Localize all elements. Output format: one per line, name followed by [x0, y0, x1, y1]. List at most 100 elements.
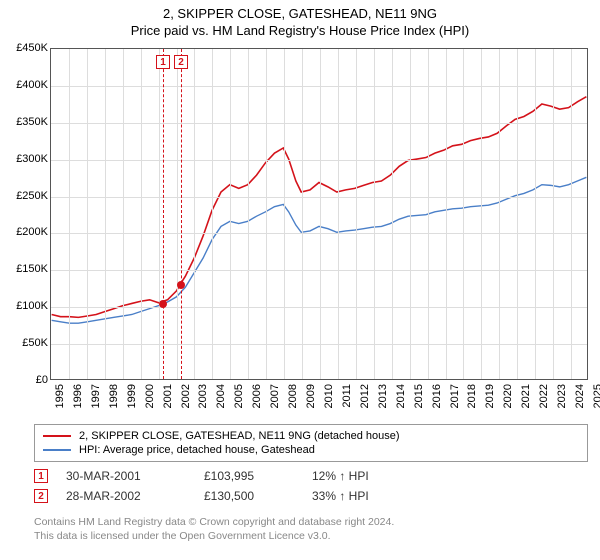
y-tick-label: £150K — [2, 263, 48, 275]
sale-num-box: 1 — [34, 469, 48, 483]
sale-marker-vline — [181, 49, 182, 379]
footer-line1: Contains HM Land Registry data © Crown c… — [34, 516, 588, 530]
x-tick-label: 2015 — [413, 384, 425, 408]
y-tick-label: £450K — [2, 42, 48, 54]
x-tick-label: 2012 — [359, 384, 371, 408]
grid-line-v — [410, 49, 411, 379]
x-tick-label: 2023 — [556, 384, 568, 408]
grid-line-v — [248, 49, 249, 379]
grid-line-v — [284, 49, 285, 379]
chart-container: 2, SKIPPER CLOSE, GATESHEAD, NE11 9NG Pr… — [0, 0, 600, 560]
x-tick-label: 1995 — [54, 384, 66, 408]
grid-line-v — [571, 49, 572, 379]
chart-lines-svg — [51, 49, 587, 379]
x-tick-label: 2005 — [233, 384, 245, 408]
y-tick-label: £0 — [2, 374, 48, 386]
x-tick-label: 2010 — [323, 384, 335, 408]
grid-line-v — [320, 49, 321, 379]
grid-line-h — [51, 86, 587, 87]
sale-marker-box: 2 — [174, 55, 188, 69]
grid-line-v — [338, 49, 339, 379]
x-tick-label: 2004 — [215, 384, 227, 408]
legend-item: HPI: Average price, detached house, Gate… — [43, 443, 579, 457]
x-tick-label: 2021 — [520, 384, 532, 408]
grid-line-v — [69, 49, 70, 379]
chart-plot-area: 12 — [50, 48, 588, 380]
y-tick-label: £50K — [2, 337, 48, 349]
sale-pct: 33% ↑ HPI — [312, 489, 412, 503]
grid-line-v — [266, 49, 267, 379]
titles: 2, SKIPPER CLOSE, GATESHEAD, NE11 9NG Pr… — [0, 0, 600, 38]
y-tick-label: £100K — [2, 300, 48, 312]
y-tick-label: £300K — [2, 153, 48, 165]
sale-marker-dot — [177, 281, 185, 289]
x-tick-label: 2018 — [466, 384, 478, 408]
sale-num-box: 2 — [34, 489, 48, 503]
x-tick-label: 2011 — [341, 384, 353, 408]
grid-line-v — [517, 49, 518, 379]
grid-line-h — [51, 160, 587, 161]
sale-row: 1 30-MAR-2001 £103,995 12% ↑ HPI — [34, 466, 588, 486]
x-tick-label: 2006 — [251, 384, 263, 408]
y-tick-label: £350K — [2, 116, 48, 128]
grid-line-v — [553, 49, 554, 379]
x-tick-label: 2001 — [162, 384, 174, 408]
grid-line-v — [105, 49, 106, 379]
x-tick-label: 2022 — [538, 384, 550, 408]
x-tick-label: 2014 — [395, 384, 407, 408]
grid-line-v — [141, 49, 142, 379]
sale-row: 228-MAR-2002£130,50033% ↑ HPI — [34, 486, 588, 506]
y-tick-label: £250K — [2, 190, 48, 202]
sale-marker-dot — [159, 300, 167, 308]
grid-line-v — [177, 49, 178, 379]
x-tick-label: 2013 — [377, 384, 389, 408]
grid-line-v — [499, 49, 500, 379]
grid-line-v — [428, 49, 429, 379]
x-tick-label: 2017 — [449, 384, 461, 408]
sale-pct: 12% ↑ HPI — [312, 469, 412, 483]
legend-swatch — [43, 449, 71, 451]
x-tick-label: 2016 — [431, 384, 443, 408]
grid-line-v — [356, 49, 357, 379]
sale-price: £103,995 — [204, 469, 294, 483]
legend-label: 2, SKIPPER CLOSE, GATESHEAD, NE11 9NG (d… — [79, 430, 400, 442]
x-tick-label: 1997 — [90, 384, 102, 408]
x-tick-label: 2020 — [502, 384, 514, 408]
grid-line-h — [51, 233, 587, 234]
legend-item: 2, SKIPPER CLOSE, GATESHEAD, NE11 9NG (d… — [43, 429, 579, 443]
footer-line2: This data is licensed under the Open Gov… — [34, 530, 588, 544]
grid-line-v — [463, 49, 464, 379]
grid-line-v — [302, 49, 303, 379]
footer-attribution: Contains HM Land Registry data © Crown c… — [34, 516, 588, 543]
y-tick-label: £400K — [2, 79, 48, 91]
x-tick-label: 1996 — [72, 384, 84, 408]
grid-line-v — [194, 49, 195, 379]
x-tick-label: 1998 — [108, 384, 120, 408]
grid-line-h — [51, 197, 587, 198]
grid-line-v — [87, 49, 88, 379]
x-tick-label: 2000 — [144, 384, 156, 408]
sale-date: 30-MAR-2001 — [66, 469, 186, 483]
grid-line-v — [392, 49, 393, 379]
grid-line-v — [212, 49, 213, 379]
y-tick-label: £200K — [2, 226, 48, 238]
sale-marker-vline — [163, 49, 164, 379]
grid-line-v — [159, 49, 160, 379]
legend-swatch — [43, 435, 71, 437]
grid-line-h — [51, 307, 587, 308]
x-tick-label: 2008 — [287, 384, 299, 408]
chart-title: 2, SKIPPER CLOSE, GATESHEAD, NE11 9NG — [0, 6, 600, 21]
grid-line-v — [481, 49, 482, 379]
sale-marker-box: 1 — [156, 55, 170, 69]
sale-price: £130,500 — [204, 489, 294, 503]
x-tick-label: 2025 — [592, 384, 600, 408]
x-tick-label: 2009 — [305, 384, 317, 408]
x-tick-label: 2002 — [180, 384, 192, 408]
chart-subtitle: Price paid vs. HM Land Registry's House … — [0, 23, 600, 38]
legend-label: HPI: Average price, detached house, Gate… — [79, 444, 315, 456]
series-line-price_paid — [52, 97, 587, 318]
x-tick-label: 2007 — [269, 384, 281, 408]
x-tick-label: 2003 — [197, 384, 209, 408]
grid-line-v — [123, 49, 124, 379]
grid-line-v — [374, 49, 375, 379]
